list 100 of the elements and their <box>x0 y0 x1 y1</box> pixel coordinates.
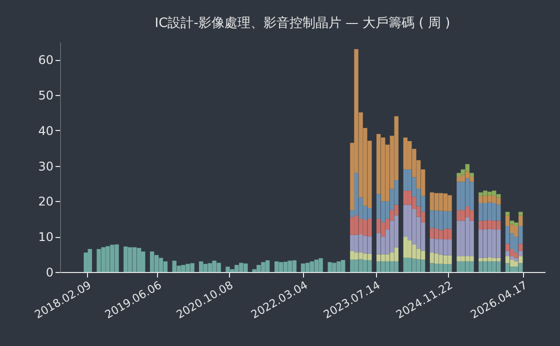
bar <box>403 169 408 191</box>
bar <box>124 246 128 272</box>
bar <box>470 256 474 262</box>
bar <box>278 262 284 272</box>
bar <box>141 251 146 272</box>
bar <box>456 261 461 272</box>
bar <box>380 261 386 272</box>
bar <box>136 248 142 272</box>
bar <box>456 182 461 210</box>
bar <box>456 256 461 262</box>
bar <box>350 217 354 235</box>
bar <box>510 256 514 260</box>
bar <box>274 261 279 272</box>
bar <box>420 250 426 260</box>
bar <box>448 228 452 240</box>
bar <box>376 254 381 262</box>
bar <box>376 218 381 234</box>
bar <box>385 254 390 262</box>
bar <box>430 228 434 238</box>
bar <box>430 252 434 264</box>
y-tick-label: 60 <box>38 53 54 68</box>
bar <box>203 264 208 272</box>
bar <box>430 192 434 210</box>
bar <box>385 261 390 272</box>
bar <box>84 252 88 272</box>
bar <box>350 250 354 260</box>
bar <box>380 222 386 237</box>
bar <box>456 172 461 176</box>
bar <box>416 248 421 260</box>
bar <box>518 244 523 251</box>
bar <box>514 258 518 262</box>
bar <box>390 261 394 272</box>
bar <box>505 212 510 216</box>
bar <box>305 262 310 272</box>
bar <box>350 234 354 251</box>
bar <box>492 203 496 221</box>
bar <box>434 253 439 264</box>
bar <box>128 247 132 272</box>
bar <box>430 263 434 272</box>
bar <box>430 210 434 228</box>
bar <box>505 256 510 264</box>
bar <box>310 261 314 272</box>
bar <box>430 238 434 253</box>
bar <box>505 263 510 272</box>
bar <box>448 239 452 256</box>
bar <box>403 258 408 272</box>
bar <box>448 264 452 272</box>
bar <box>403 204 408 237</box>
bar <box>420 260 426 272</box>
y-tick-label: 50 <box>38 88 54 103</box>
bar <box>265 260 270 272</box>
bar <box>456 210 461 221</box>
bar <box>456 176 461 182</box>
bar <box>492 258 496 262</box>
bar <box>470 220 474 256</box>
bar <box>492 190 496 196</box>
bar <box>198 261 204 272</box>
bar <box>376 194 381 219</box>
bar <box>492 261 496 272</box>
bar <box>510 266 514 272</box>
bar <box>403 236 408 258</box>
bar <box>518 215 523 226</box>
bar <box>158 258 164 272</box>
bar <box>492 220 496 230</box>
bar <box>518 212 523 216</box>
bar <box>376 233 381 254</box>
bar <box>403 190 408 205</box>
bar <box>394 247 398 262</box>
bar <box>514 222 518 226</box>
bar <box>380 254 386 262</box>
bar <box>376 261 381 272</box>
bar <box>163 261 168 272</box>
bar <box>514 226 518 237</box>
bar <box>416 259 421 272</box>
y-tick-label: 0 <box>46 266 54 280</box>
bar <box>154 255 159 272</box>
bar <box>314 260 319 272</box>
chart-title: IC設計-影像處理、影音控制晶片 — 大戶籌碼 ( 周 ) <box>154 16 450 31</box>
bar <box>505 250 510 256</box>
bar <box>434 239 439 254</box>
bar <box>318 258 323 272</box>
y-tick-label: 30 <box>38 159 54 174</box>
bar <box>394 261 398 272</box>
bar <box>448 195 452 212</box>
bar <box>492 196 496 203</box>
bar <box>350 260 354 272</box>
bar <box>465 164 470 172</box>
bar <box>448 255 452 264</box>
bar <box>434 210 439 228</box>
bar <box>403 138 408 170</box>
bar <box>510 260 514 267</box>
bar <box>514 252 518 258</box>
bar <box>434 193 439 211</box>
y-tick-label: 20 <box>38 194 54 209</box>
bar <box>492 230 496 258</box>
bar <box>448 211 452 229</box>
bar <box>510 220 514 224</box>
y-tick-label: 40 <box>38 124 54 138</box>
bar <box>380 138 386 202</box>
bar <box>434 264 439 272</box>
